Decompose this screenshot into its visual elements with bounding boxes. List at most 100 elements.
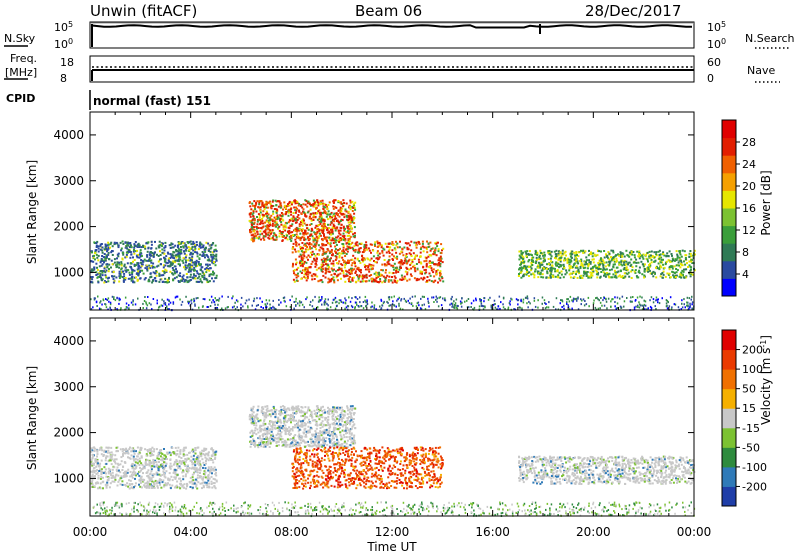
data-point: [169, 247, 172, 249]
data-point: [110, 477, 113, 479]
data-point: [101, 249, 104, 252]
data-point: [101, 270, 103, 272]
data-point: [648, 269, 651, 272]
data-point: [422, 250, 425, 253]
data-point: [102, 270, 105, 273]
data-point: [539, 266, 542, 269]
data-point: [153, 251, 156, 254]
data-point: [299, 238, 302, 241]
y-tick-label: 1000: [53, 265, 84, 279]
data-point: [612, 249, 615, 252]
data-point: [123, 275, 126, 278]
data-point: [373, 243, 376, 246]
data-point: [309, 266, 312, 269]
data-point: [262, 237, 265, 240]
data-point: [185, 279, 188, 282]
data-point: [177, 247, 180, 250]
data-point: [408, 258, 411, 261]
data-point: [146, 269, 149, 272]
data-point: [95, 473, 98, 475]
data-point: [194, 247, 197, 250]
data-point: [135, 276, 137, 279]
data-point: [154, 459, 157, 462]
data-point: [211, 261, 214, 264]
data-point: [689, 304, 691, 307]
data-point: [649, 305, 652, 308]
data-point: [300, 256, 303, 259]
data-point: [413, 257, 416, 260]
data-point: [391, 281, 394, 284]
data-point: [349, 300, 352, 303]
data-point: [253, 219, 256, 221]
data-point: [430, 280, 433, 283]
data-point: [569, 255, 572, 258]
data-point: [620, 263, 623, 266]
data-point: [306, 211, 309, 214]
data-point: [590, 274, 593, 276]
data-point: [158, 274, 161, 277]
data-point: [380, 307, 383, 310]
data-point: [326, 255, 329, 258]
data-point: [315, 243, 318, 246]
data-point: [323, 237, 326, 240]
data-point: [267, 231, 270, 234]
data-point: [579, 267, 582, 270]
data-point: [674, 274, 677, 277]
data-point: [269, 200, 271, 203]
data-point: [604, 273, 607, 276]
data-point: [617, 253, 620, 256]
data-point: [269, 303, 271, 306]
data-point: [351, 200, 354, 203]
data-point: [270, 218, 273, 221]
data-point: [110, 266, 112, 269]
data-point: [196, 462, 199, 465]
data-point: [157, 264, 160, 267]
data-point: [175, 268, 177, 271]
data-point: [359, 269, 362, 271]
data-point: [332, 276, 335, 279]
data-point: [295, 300, 297, 303]
data-point: [566, 302, 568, 305]
freq-tick-top: 18: [60, 56, 74, 69]
data-point: [354, 301, 357, 304]
data-point: [160, 449, 163, 451]
data-point: [343, 234, 346, 237]
data-point: [178, 455, 181, 458]
data-point: [194, 304, 196, 307]
colorbar-segment: [722, 137, 736, 156]
data-point: [158, 461, 160, 463]
data-point: [341, 237, 344, 240]
data-point: [259, 223, 262, 225]
data-point: [654, 305, 656, 308]
data-point: [160, 458, 163, 461]
data-point: [626, 297, 628, 299]
power-x-ticks: [89, 112, 695, 310]
data-point: [169, 458, 172, 461]
data-point: [172, 269, 175, 271]
data-point: [158, 473, 161, 476]
date-title: 28/Dec/2017: [585, 2, 681, 20]
data-point: [194, 265, 197, 268]
data-point: [148, 448, 151, 451]
data-point: [425, 259, 428, 262]
data-point: [173, 269, 176, 272]
data-point: [673, 265, 676, 268]
data-point: [175, 295, 178, 298]
data-point: [131, 270, 134, 273]
data-point: [118, 272, 121, 275]
data-point: [125, 306, 128, 308]
data-point: [140, 246, 143, 249]
data-point: [333, 268, 335, 271]
data-point: [597, 271, 600, 274]
data-point: [591, 258, 594, 261]
data-point: [348, 296, 350, 299]
data-point: [285, 205, 288, 208]
data-point: [212, 273, 215, 276]
data-point: [184, 259, 187, 262]
data-point: [137, 263, 140, 266]
data-point: [342, 252, 345, 255]
data-point: [175, 276, 178, 279]
data-point: [212, 280, 215, 283]
data-point: [510, 297, 512, 300]
